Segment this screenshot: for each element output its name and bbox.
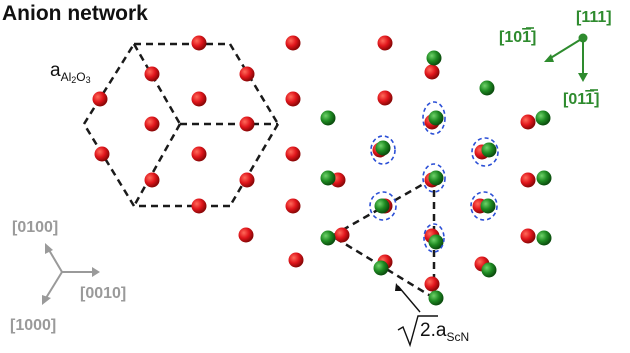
hex-edge-bottom-left (82, 123, 136, 207)
oxygen-atom-red (92, 91, 108, 107)
oxygen-atom-red (239, 116, 255, 132)
coincident-site-ellipse (369, 191, 397, 221)
oxygen-atom-red (520, 228, 536, 244)
green-axis-triad (544, 33, 588, 82)
nitrogen-atom-green (426, 50, 442, 66)
hex-edge-top-right (228, 43, 280, 125)
oxygen-atom-red (144, 66, 160, 82)
oxygen-atom-red (285, 35, 301, 51)
coincident-site-ellipse (470, 191, 498, 221)
oxygen-atom-red (285, 198, 301, 214)
oxygen-atom-red (238, 227, 254, 243)
tri-edge-top (331, 176, 435, 238)
oxygen-atom-red (94, 146, 110, 162)
hex-spoke-top (132, 43, 182, 125)
nitrogen-atom-green (428, 170, 444, 186)
al2o3-hexagon-cell (82, 42, 280, 208)
axis-label-1000: [1000] (10, 317, 56, 334)
nitrogen-atom-green (320, 110, 336, 126)
nitrogen-atom-green (535, 110, 551, 126)
oxygen-atom-red (520, 172, 536, 188)
sqrt2-ascn-label: 2.aScN (420, 320, 469, 344)
coincident-site-ellipse (422, 163, 446, 193)
hex-edge-top-left (82, 43, 136, 125)
coincident-site-ellipse (370, 135, 396, 165)
nitrogen-atom-green (320, 230, 336, 246)
green-axis-10-1-line (548, 37, 584, 60)
oxygen-atom-red (285, 91, 301, 107)
oxygen-atom-red (144, 172, 160, 188)
oxygen-atom-red (288, 252, 304, 268)
oxygen-atom-red (191, 146, 207, 162)
a-al2o3-label: aAl2O3 (50, 60, 91, 85)
axis-label-0010: [0010] (80, 285, 126, 302)
gray-axis-0010-arrowhead (92, 267, 100, 277)
gray-axis-1000-line (45, 271, 63, 299)
oxygen-atom-red (424, 276, 440, 292)
oxygen-atom-red (144, 116, 160, 132)
oxygen-atom-red (424, 64, 440, 80)
hex-edge-bottom-right (228, 123, 280, 207)
nitrogen-atom-green (428, 234, 444, 250)
nitrogen-atom-green (481, 262, 497, 278)
ellipses-layer (369, 101, 499, 253)
oxygen-atom-red (334, 227, 350, 243)
coincident-site-ellipse (423, 223, 445, 253)
nitrogen-atom-green (480, 198, 496, 214)
gray-axis-0100-line (48, 249, 63, 273)
nitrogen-atom-green (479, 80, 495, 96)
nitrogen-atom-green (373, 260, 389, 276)
oxygen-atom-red (191, 198, 207, 214)
nitrogen-atom-green (375, 140, 391, 156)
oxygen-atom-red (191, 35, 207, 51)
nitrogen-atom-green (428, 290, 444, 306)
oxygen-atom-red (285, 146, 301, 162)
sqrt2-pointer-line (397, 285, 421, 313)
nitrogen-atom-green (374, 198, 390, 214)
sqrt2-ascn-annotation: 2.aScN (395, 283, 469, 348)
nitrogen-atom-green (428, 110, 444, 126)
atoms-layer (92, 35, 552, 306)
tri-edge-bottom (331, 234, 435, 300)
green-axis-01-1-arrowhead (578, 73, 588, 82)
gray-axis-1000-arrowhead (42, 295, 51, 305)
oxygen-atom-red (239, 66, 255, 82)
nitrogen-atom-green (481, 142, 497, 158)
axis-label-111: [111] (576, 9, 612, 26)
nitrogen-atom-green (320, 170, 336, 186)
figure-title: Anion network (2, 2, 148, 25)
nitrogen-atom-green (536, 230, 552, 246)
oxygen-atom-red (377, 90, 393, 106)
sqrt-radical (397, 315, 438, 348)
oxygen-atom-red (377, 35, 393, 51)
oxygen-atom-red (239, 172, 255, 188)
coincident-site-ellipse (422, 101, 446, 135)
green-axis-10-1-arrowhead (544, 54, 554, 62)
nitrogen-atom-green (536, 170, 552, 186)
hex-spoke-bottom (132, 123, 182, 207)
gray-axis-triad (42, 243, 100, 305)
coincident-site-ellipse (471, 137, 499, 167)
sqrt2-pointer-arrowhead (395, 283, 402, 291)
axis-label-10-1: [101] (499, 29, 536, 46)
axis-label-01-1: [011] (563, 91, 599, 108)
oxygen-atom-red (191, 91, 207, 107)
oxygen-atom-red (520, 114, 536, 130)
axis-label-0100: [0100] (12, 219, 58, 236)
gray-axis-0100-arrowhead (45, 243, 53, 254)
